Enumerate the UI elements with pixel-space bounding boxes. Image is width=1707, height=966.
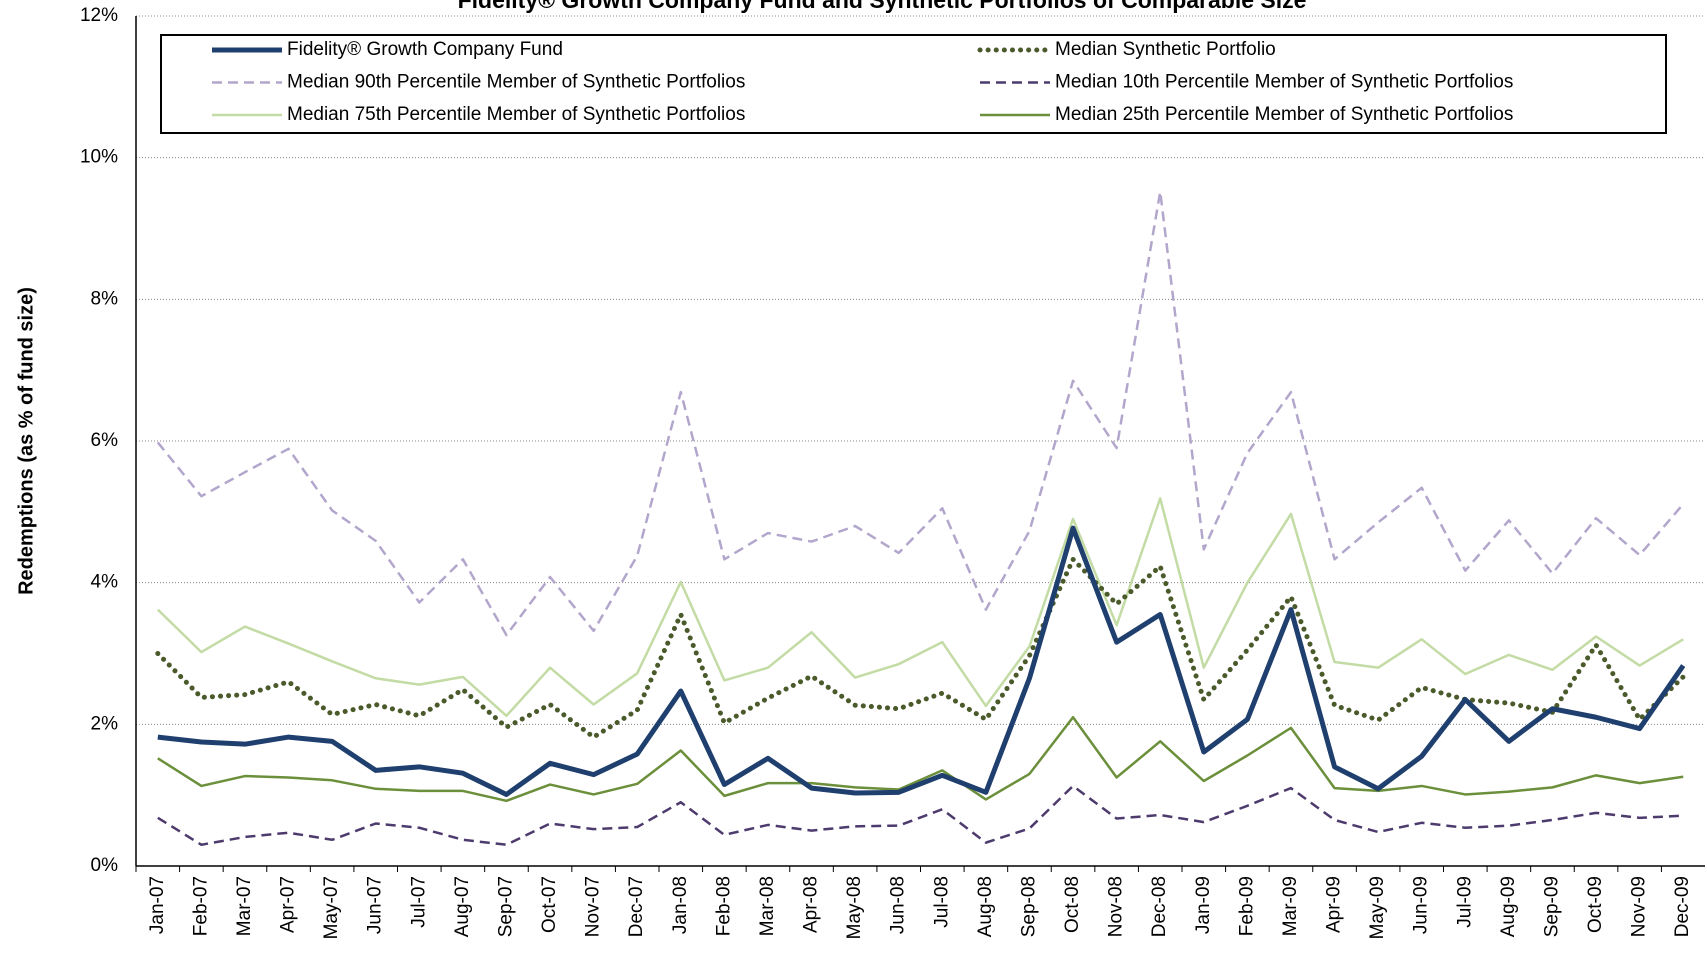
- x-tick-label: Apr-08: [801, 876, 822, 933]
- y-tick-label: 8%: [91, 288, 119, 309]
- series-line: [156, 190, 1685, 637]
- legend-label: Median 90th Percentile Member of Synthet…: [287, 72, 745, 93]
- x-tick-label: May-08: [844, 876, 865, 939]
- y-tick-label: 0%: [91, 855, 119, 876]
- x-tick-label: Dec-09: [1672, 876, 1693, 937]
- x-tick-label: Sep-08: [1018, 876, 1039, 937]
- y-tick-label: 4%: [91, 572, 119, 593]
- x-tick-label: Aug-09: [1498, 876, 1519, 937]
- x-tick-label: Aug-08: [975, 876, 996, 937]
- x-tick-label: Jun-08: [888, 876, 909, 934]
- legend-label: Fidelity® Growth Company Fund: [287, 39, 563, 60]
- x-tick-label: Jul-09: [1454, 876, 1475, 928]
- x-tick-label: Nov-07: [583, 876, 604, 937]
- y-tick-label: 12%: [80, 5, 118, 26]
- series-line: [157, 525, 1686, 797]
- x-tick-label: Apr-09: [1324, 876, 1345, 933]
- x-tick-label: Mar-07: [234, 876, 255, 936]
- series-line: [157, 716, 1684, 803]
- x-tick-label: Feb-07: [190, 876, 211, 936]
- series-line: [157, 784, 1684, 846]
- x-tick-label: Aug-07: [452, 876, 473, 937]
- x-tick-label: Feb-08: [713, 876, 734, 936]
- x-tick-label: Jan-07: [147, 876, 168, 934]
- x-tick-label: Mar-09: [1280, 876, 1301, 936]
- x-tick-label: Jun-09: [1411, 876, 1432, 934]
- x-tick-label: Nov-08: [1106, 876, 1127, 937]
- x-tick-label: May-07: [321, 876, 342, 939]
- series-line: [155, 556, 1686, 740]
- y-tick-label: 2%: [91, 713, 119, 734]
- legend-box: [160, 34, 1667, 134]
- legend-label: Median 75th Percentile Member of Synthet…: [287, 104, 745, 125]
- x-tick-label: Dec-08: [1149, 876, 1170, 937]
- legend-label: Median 25th Percentile Member of Synthet…: [1055, 104, 1513, 125]
- y-tick-label: 10%: [80, 147, 118, 168]
- x-tick-label: Jan-09: [1193, 876, 1214, 934]
- legend-label: Median 10th Percentile Member of Synthet…: [1055, 72, 1513, 93]
- x-tick-label: Jan-08: [670, 876, 691, 934]
- x-tick-label: Sep-09: [1541, 876, 1562, 937]
- series-line: [156, 497, 1684, 718]
- x-tick-label: Dec-07: [626, 876, 647, 937]
- x-tick-label: Oct-08: [1062, 876, 1083, 933]
- x-tick-label: Feb-09: [1236, 876, 1257, 936]
- y-tick-label: 6%: [91, 430, 119, 451]
- y-axis-title: Redemptions (as % of fund size): [15, 287, 37, 595]
- x-tick-label: Nov-09: [1629, 876, 1650, 937]
- x-tick-label: Jul-07: [408, 876, 429, 928]
- legend-label: Median Synthetic Portfolio: [1055, 39, 1276, 60]
- x-tick-label: Jun-07: [365, 876, 386, 934]
- x-tick-label: Sep-07: [495, 876, 516, 937]
- x-tick-label: Oct-09: [1585, 876, 1606, 933]
- x-tick-label: May-09: [1367, 876, 1388, 939]
- x-tick-label: Apr-07: [278, 876, 299, 933]
- x-tick-label: Oct-07: [539, 876, 560, 933]
- x-tick-label: Jul-08: [931, 876, 952, 928]
- chart-title: Fidelity® Growth Company Fund and Synthe…: [458, 0, 1307, 13]
- x-tick-label: Mar-08: [757, 876, 778, 936]
